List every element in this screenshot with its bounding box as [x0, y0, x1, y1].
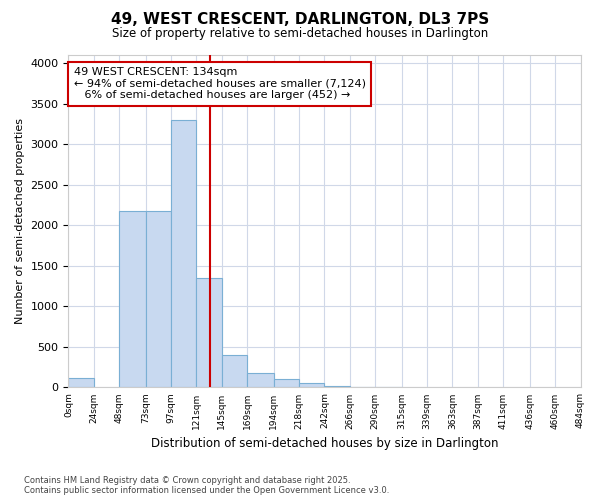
Bar	[325, 386, 350, 388]
Bar	[68, 378, 94, 388]
Text: Contains HM Land Registry data © Crown copyright and database right 2025.
Contai: Contains HM Land Registry data © Crown c…	[24, 476, 389, 495]
Text: 49, WEST CRESCENT, DARLINGTON, DL3 7PS: 49, WEST CRESCENT, DARLINGTON, DL3 7PS	[111, 12, 489, 28]
Bar	[222, 355, 247, 388]
Text: 49 WEST CRESCENT: 134sqm
← 94% of semi-detached houses are smaller (7,124)
   6%: 49 WEST CRESCENT: 134sqm ← 94% of semi-d…	[74, 67, 365, 100]
Bar	[146, 212, 171, 388]
Bar	[274, 380, 299, 388]
Bar	[196, 278, 222, 388]
X-axis label: Distribution of semi-detached houses by size in Darlington: Distribution of semi-detached houses by …	[151, 437, 498, 450]
Bar	[247, 373, 274, 388]
Bar	[119, 212, 146, 388]
Text: Size of property relative to semi-detached houses in Darlington: Size of property relative to semi-detach…	[112, 28, 488, 40]
Bar	[299, 384, 325, 388]
Bar	[171, 120, 196, 388]
Y-axis label: Number of semi-detached properties: Number of semi-detached properties	[15, 118, 25, 324]
